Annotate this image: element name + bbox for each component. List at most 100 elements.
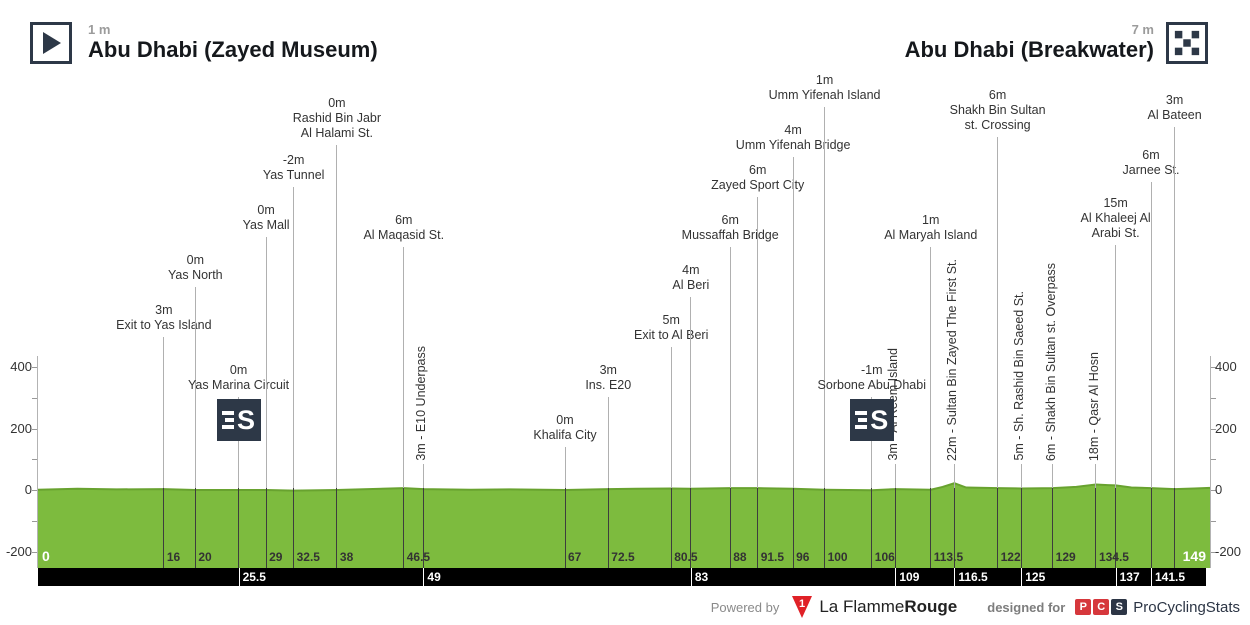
km-label-green-row: 80.5: [674, 550, 698, 564]
waypoint-marker-line: [930, 247, 932, 488]
waypoint-line-on-green: [792, 487, 794, 568]
y-tick-right: [1211, 397, 1216, 399]
y-axis-label: -200: [1215, 543, 1242, 559]
waypoint-marker-line: [1020, 464, 1022, 488]
waypoint-label: 6m Shakh Bin Sultan st. Crossing: [949, 88, 1046, 132]
km-label-black-row: 141.5: [1155, 570, 1186, 584]
y-tick-right: [1211, 551, 1216, 553]
waypoint-label: 0m Yas Marina Circuit: [187, 363, 290, 392]
waypoint-line-on-green: [1095, 487, 1097, 568]
waypoint-marker-line: [1115, 245, 1117, 488]
waypoint-line-on-green: [1020, 487, 1022, 568]
waypoint-label-vertical: 6m - Shakh Bin Sultan st. Overpass: [1043, 262, 1058, 461]
km-label-green-row: 129: [1055, 550, 1076, 564]
km-label-black-row: 125: [1025, 570, 1046, 584]
pcs-logo-icon[interactable]: P C S: [1075, 599, 1128, 615]
waypoint-label: 6m Zayed Sport City: [711, 163, 805, 192]
y-axis-label: -200: [5, 543, 32, 559]
profile-edge: [37, 482, 1211, 492]
y-axis-label: 0: [1215, 482, 1223, 497]
waypoint-marker-line: [403, 247, 405, 488]
powered-by-label: Powered by: [710, 599, 780, 615]
y-tick-right: [1211, 490, 1216, 491]
waypoint-line-on-green: [293, 487, 295, 568]
y-tick-left: [32, 520, 37, 522]
start-flag-icon: [30, 22, 72, 64]
waypoint-label-vertical: 18m - Qasr Al Hosn: [1086, 351, 1101, 461]
waypoint-marker-line: [757, 197, 759, 488]
waypoint-label: 6m Mussaffah Bridge: [681, 213, 779, 242]
km-label-green-row: 72.5: [611, 550, 635, 564]
km-label-green-row: 96: [796, 550, 810, 564]
start-elevation: 1 m: [88, 22, 111, 37]
designed-for-label: designed for: [987, 599, 1066, 615]
profile-fill: [38, 483, 1210, 568]
waypoint-label: 1m Al Maryah Island: [884, 213, 978, 242]
km-label-green-row: 113.5: [933, 550, 964, 564]
km-label-black-row: 109: [899, 570, 920, 584]
km-label-black-row: 137: [1119, 570, 1140, 584]
pcs-logo-text[interactable]: ProCyclingStats: [1133, 598, 1240, 616]
la-flamme-rouge-logo-text[interactable]: La FlammeRouge: [819, 597, 957, 617]
km-label-green-row: 88: [733, 550, 747, 564]
waypoint-marker-line: [194, 287, 196, 488]
waypoint-line-on-green: [238, 487, 240, 568]
y-tick-left: [32, 490, 37, 491]
km-label-green-row: 38: [339, 550, 354, 564]
y-tick-right: [1211, 367, 1216, 368]
start-header: 1 m Abu Dhabi (Zayed Museum): [30, 22, 378, 64]
checkered-pattern: [1174, 30, 1200, 56]
waypoint-marker-line: [1174, 127, 1176, 488]
km-label-green-row: 106: [874, 550, 895, 564]
y-axis-right: [1210, 356, 1211, 568]
km-axis-bar: [38, 568, 1206, 586]
waypoint-line-on-green: [564, 487, 566, 568]
y-tick-right: [1211, 459, 1216, 461]
finish-header: 7 m Abu Dhabi (Breakwater): [905, 22, 1208, 64]
y-axis-label: 200: [1215, 420, 1237, 436]
km-label-green-row: 16: [166, 550, 181, 564]
waypoint-line-on-green: [163, 487, 165, 568]
pcs-letter-c: C: [1093, 599, 1110, 615]
km-start-label: 0: [42, 548, 50, 564]
footer: Powered by 1 La FlammeRouge designed for…: [711, 595, 1240, 619]
waypoint-line-on-green: [265, 487, 267, 568]
waypoint-line-on-green: [607, 487, 609, 568]
km-label-black-row: 83: [694, 570, 709, 584]
y-axis-label: 400: [10, 359, 32, 374]
km-tick: [1151, 568, 1152, 586]
waypoint-marker-line: [824, 107, 826, 488]
km-label-black-row: 49: [427, 570, 441, 584]
waypoint-label: -1m Sorbone Abu Dhabi: [817, 363, 926, 392]
y-tick-left: [32, 551, 37, 553]
waypoint-marker-line: [238, 397, 240, 488]
y-tick-left: [32, 428, 37, 430]
waypoint-label: 3m Al Bateen: [1147, 93, 1202, 122]
waypoint-label: 5m Exit to Al Beri: [634, 313, 709, 342]
waypoint-marker-line: [729, 247, 731, 488]
y-tick-left: [32, 459, 37, 461]
waypoint-line-on-green: [690, 487, 692, 568]
km-label-green-row: 134.5: [1098, 550, 1129, 564]
finish-elevation: 7 m: [1131, 22, 1154, 37]
y-axis-label: 0: [24, 482, 32, 497]
finish-name: Abu Dhabi (Breakwater): [904, 37, 1154, 62]
waypoint-label-vertical: 22m - Sultan Bin Zayed The First St.: [945, 259, 960, 461]
km-label-green-row: 29: [269, 550, 283, 564]
sprint-icon: S: [216, 399, 261, 441]
km-label-green-row: 20: [198, 550, 212, 564]
y-axis-label: 200: [10, 420, 32, 436]
waypoint-marker-line: [607, 397, 609, 488]
km-label-green-row: 46.5: [406, 550, 431, 564]
waypoint-marker-line: [336, 145, 338, 488]
km-label-black-row: 116.5: [958, 570, 988, 584]
waypoint-line-on-green: [1052, 487, 1054, 568]
waypoint-label-vertical: 5m - Sh. Rashid Bin Saeed St.: [1012, 291, 1027, 461]
waypoint-line-on-green: [729, 487, 731, 568]
waypoint-label: 4m Al Beri: [672, 263, 710, 292]
waypoint-label: 0m Rashid Bin Jabr Al Halami St.: [292, 96, 382, 140]
checkered-flag-icon: [1166, 22, 1208, 64]
km-tick: [238, 568, 240, 586]
waypoint-marker-line: [670, 347, 672, 488]
